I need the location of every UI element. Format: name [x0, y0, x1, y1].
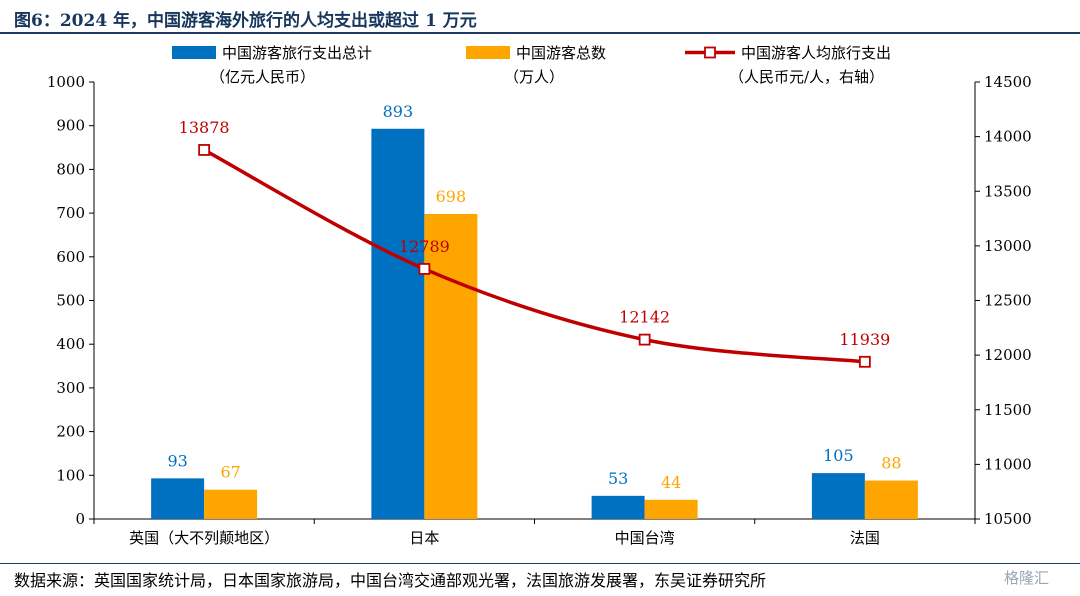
per-capita-curve	[203, 148, 866, 364]
legend-per-capita-marker	[704, 46, 716, 59]
bar-tourists	[204, 489, 258, 519]
source-note: 数据来源：英国国家统计局，日本国家旅游局，中国台湾交通部观光署，法国旅游发展署，…	[14, 571, 767, 590]
x-tick-label: 英国（大不列颠地区）	[129, 529, 279, 547]
bar-spend-label: 93	[167, 451, 187, 470]
per-capita-marker	[858, 355, 871, 368]
bar-tourists	[424, 213, 478, 519]
y-left-tick-label: 200	[56, 423, 85, 441]
x-tick-label: 日本	[409, 529, 439, 547]
bar-tourists-label: 44	[661, 473, 681, 492]
axes: 0 100 200 300 400 500 600 700 800 900 1000 10500 110…	[47, 73, 1032, 547]
title-rule	[0, 32, 1080, 34]
data-labels: 93 893 53 105 67 698 44 88 13878 12789 12142 11939	[167, 102, 901, 492]
bar-spend-label: 893	[383, 102, 414, 121]
y-left-tick-label: 500	[56, 292, 85, 310]
combo-chart: 中国游客旅行支出总计 （亿元人民币） 中国游客总数 （万人） 中国游客人均旅行支出 （人民…	[47, 44, 1032, 547]
bar-spend-label: 105	[823, 446, 854, 465]
y-left-tick-label: 400	[56, 335, 85, 353]
bar-spend	[371, 128, 425, 519]
y-left-tick-label: 0	[75, 510, 85, 528]
watermark: 格隆汇	[1004, 569, 1050, 587]
bar-spend	[151, 478, 205, 519]
per-capita-marker	[198, 144, 211, 156]
bar-spend-label: 53	[608, 469, 628, 488]
bar-tourists-label: 88	[881, 454, 901, 473]
y-right-tick-label: 13000	[984, 237, 1032, 255]
y-right-tick-label: 12000	[984, 346, 1032, 364]
bar-spend	[591, 495, 645, 519]
bar-tourists-label: 67	[220, 463, 240, 482]
per-capita-marker	[638, 333, 651, 346]
y-right-tick-label: 11000	[984, 455, 1032, 473]
legend-per-capita: 中国游客人均旅行支出 （人民币元/人，右轴）	[685, 44, 891, 86]
legend-per-capita-text: 中国游客人均旅行支出	[741, 44, 891, 62]
bar-tourists-label: 698	[436, 187, 467, 206]
y-right-tick-label: 10500	[984, 510, 1032, 528]
y-left-tick-label: 100	[56, 466, 85, 484]
legend: 中国游客旅行支出总计 （亿元人民币） 中国游客总数 （万人） 中国游客人均旅行支出 （人民…	[172, 44, 891, 86]
per-capita-label: 11939	[839, 330, 890, 349]
y-right-tick-label: 14000	[984, 128, 1032, 146]
y-right-tick-label: 14500	[984, 73, 1032, 91]
y-left-tick-label: 600	[56, 248, 85, 266]
x-tick-label: 法国	[850, 529, 880, 547]
bar-tourists	[864, 480, 918, 519]
y-left-tick-label: 700	[56, 204, 85, 222]
per-capita-line	[198, 144, 871, 368]
legend-spend-subtext: （亿元人民币）	[210, 68, 315, 86]
figure-title: 图6：2024 年，中国游客海外旅行的人均支出或超过 1 万元	[14, 11, 477, 31]
source-rule	[0, 563, 1080, 564]
per-capita-label: 13878	[179, 118, 230, 137]
legend-spend: 中国游客旅行支出总计 （亿元人民币）	[172, 44, 372, 86]
y-left-tick-label: 300	[56, 379, 85, 397]
y-left-tick-label: 900	[56, 117, 85, 135]
legend-spend-text: 中国游客旅行支出总计	[222, 44, 372, 62]
legend-per-capita-subtext: （人民币元/人，右轴）	[729, 68, 884, 86]
legend-spend-swatch	[172, 46, 216, 59]
legend-tourists-swatch	[466, 46, 510, 59]
y-right-tick-label: 11500	[984, 401, 1032, 419]
per-capita-marker	[418, 263, 431, 275]
y-right-tick-label: 13500	[984, 182, 1032, 200]
bar-spend	[811, 473, 865, 519]
legend-tourists-subtext: （万人）	[504, 68, 564, 86]
legend-tourists-text: 中国游客总数	[516, 44, 606, 62]
x-tick-label: 中国台湾	[615, 529, 675, 547]
bar-tourists	[644, 499, 698, 519]
per-capita-label: 12789	[399, 237, 450, 256]
bars	[151, 128, 918, 519]
per-capita-label: 12142	[619, 308, 670, 327]
legend-tourists: 中国游客总数 （万人）	[466, 44, 606, 86]
y-right-tick-label: 12500	[984, 292, 1032, 310]
y-left-tick-label: 800	[56, 160, 85, 178]
y-left-tick-label: 1000	[47, 73, 85, 91]
